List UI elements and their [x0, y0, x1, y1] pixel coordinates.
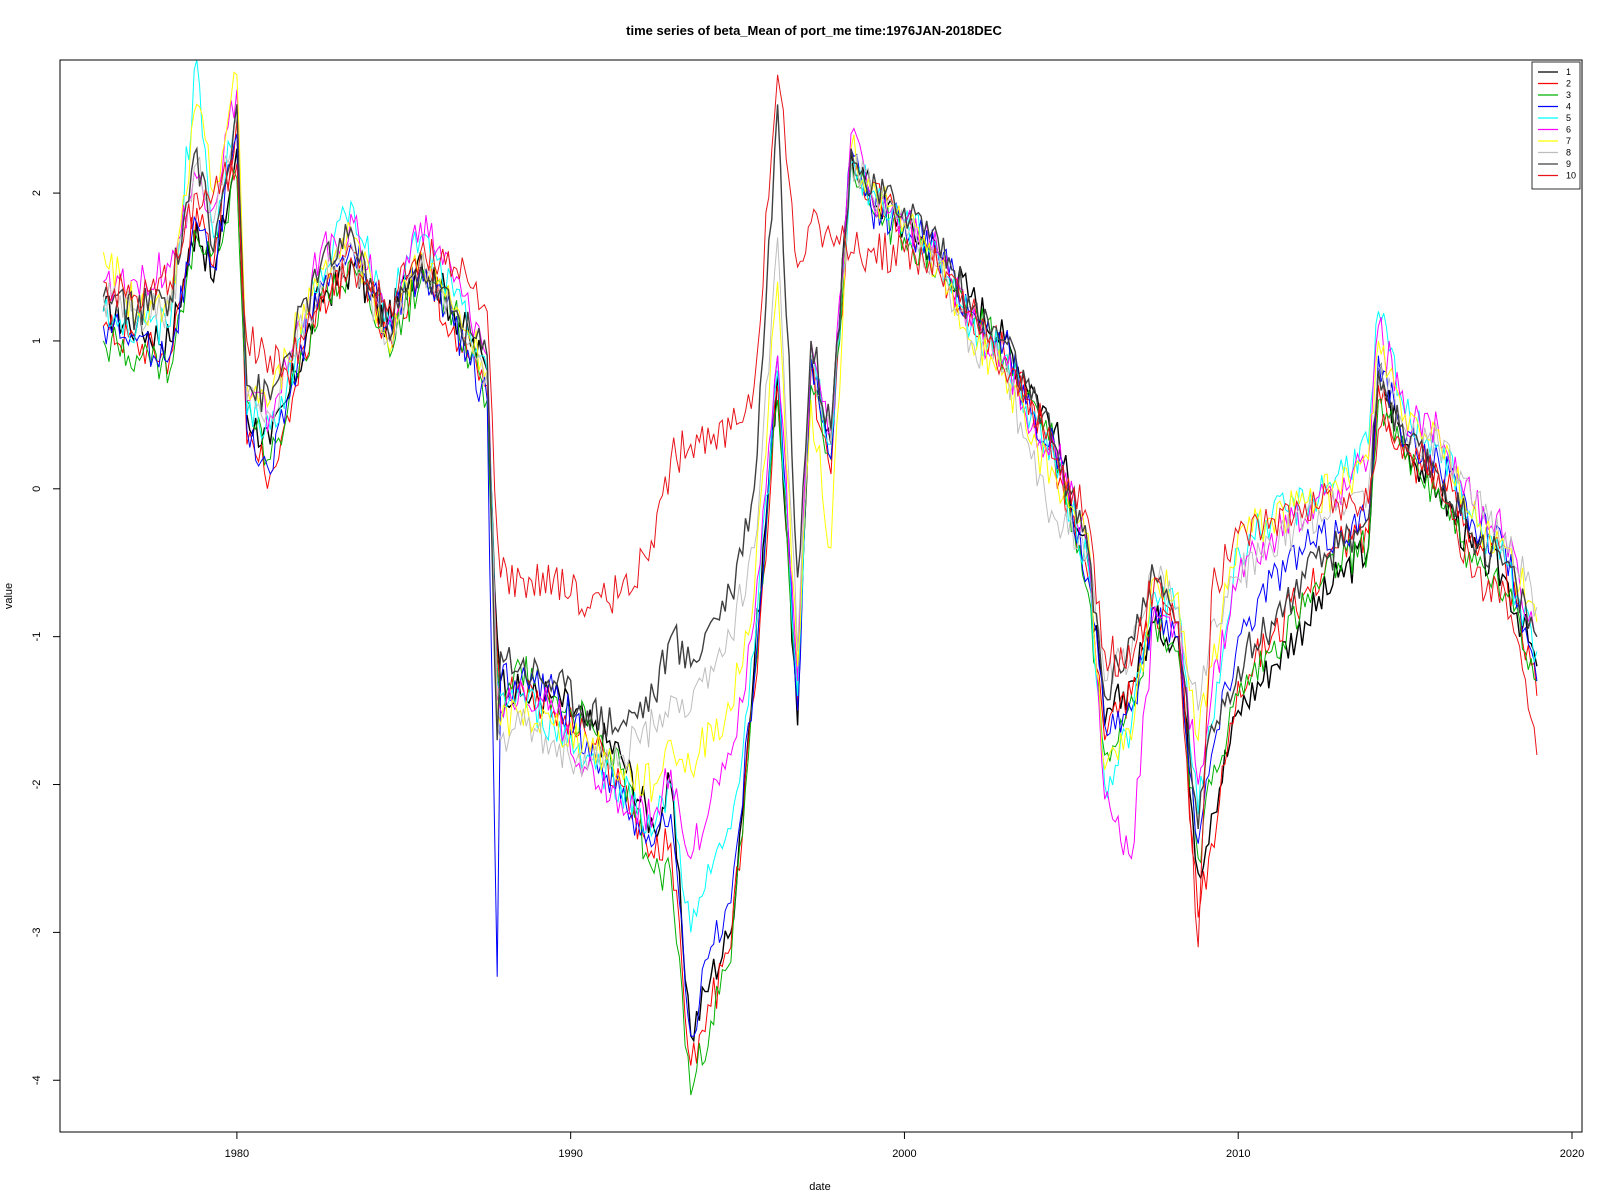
legend-label-1: 1 [1566, 67, 1571, 77]
y-axis-label: value [3, 583, 15, 609]
y-tick-label-1: -3 [31, 927, 43, 937]
y-tick-label-0: -4 [31, 1075, 43, 1085]
y-tick-label-2: -2 [31, 780, 43, 790]
plot-frame [59, 59, 1583, 1133]
y-axis: -4 -3 -2 -1 0 1 2 [31, 190, 60, 1085]
x-axis: 1980 1990 2000 2010 2020 [225, 1132, 1584, 1160]
x-tick-label-2: 2000 [892, 1148, 916, 1160]
y-tick-label-5: 1 [31, 338, 43, 344]
legend-label-3: 3 [1566, 90, 1571, 100]
legend-label-7: 7 [1566, 136, 1571, 146]
x-axis-label: date [809, 1181, 830, 1193]
x-tick-label-3: 2010 [1226, 1148, 1250, 1160]
y-tick-label-6: 2 [31, 190, 43, 196]
x-tick-label-0: 1980 [225, 1148, 249, 1160]
series-line-10 [103, 74, 1538, 948]
x-tick-label-1: 1990 [558, 1148, 582, 1160]
legend-label-4: 4 [1566, 102, 1571, 112]
y-tick-label-4: 0 [31, 486, 43, 492]
legend: 1 23 45 67 89 10 [1531, 61, 1581, 190]
legend-label-6: 6 [1566, 125, 1571, 135]
legend-label-10: 10 [1566, 171, 1576, 181]
series-line-5 [102, 60, 1538, 933]
legend-label-5: 5 [1566, 113, 1571, 123]
y-tick-label-3: -1 [31, 632, 43, 642]
chart-title: time series of beta_Mean of port_me time… [626, 23, 1002, 38]
legend-label-8: 8 [1566, 148, 1571, 158]
x-tick-label-4: 2020 [1560, 1148, 1584, 1160]
series-line-3 [102, 163, 1538, 1096]
series-line-4 [102, 133, 1538, 1037]
legend-label-2: 2 [1566, 79, 1571, 89]
series-layer [102, 60, 1538, 1096]
legend-label-9: 9 [1566, 159, 1571, 169]
series-line-9 [102, 104, 1538, 829]
